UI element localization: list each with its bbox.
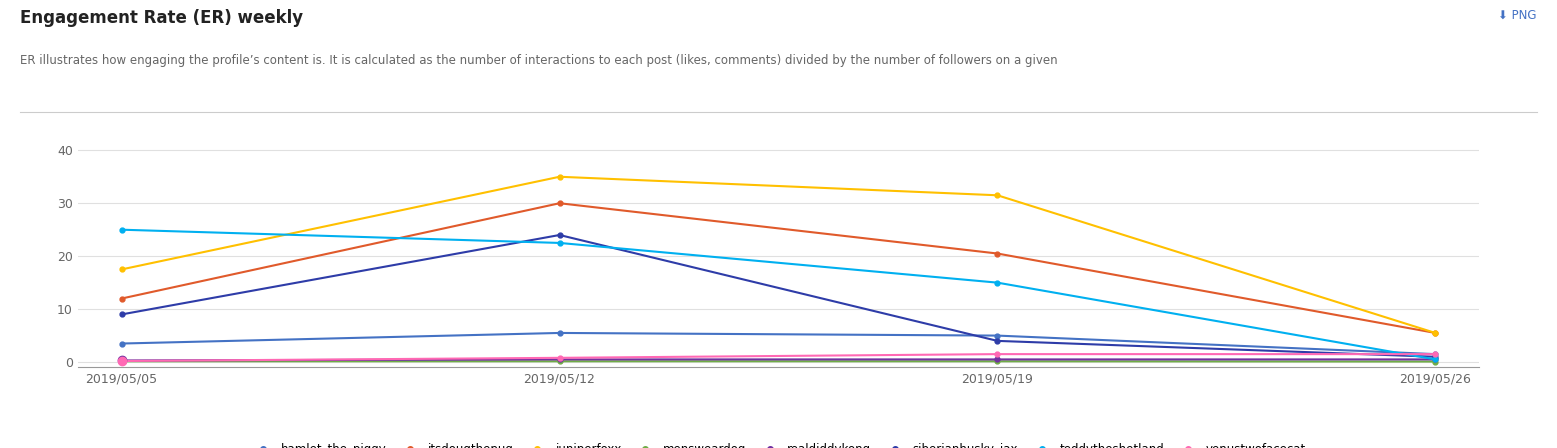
Legend: hamlet_the_piggy, itsdougthepug, juniperfoxx, mensweardog, realdiddykong, siberi: hamlet_the_piggy, itsdougthepug, juniper… [246, 439, 1311, 448]
Text: Engagement Rate (ER) weekly: Engagement Rate (ER) weekly [20, 9, 304, 27]
Text: ER illustrates how engaging the profile’s content is. It is calculated as the nu: ER illustrates how engaging the profile’… [20, 54, 1057, 67]
Text: ⬇ PNG: ⬇ PNG [1498, 9, 1537, 22]
